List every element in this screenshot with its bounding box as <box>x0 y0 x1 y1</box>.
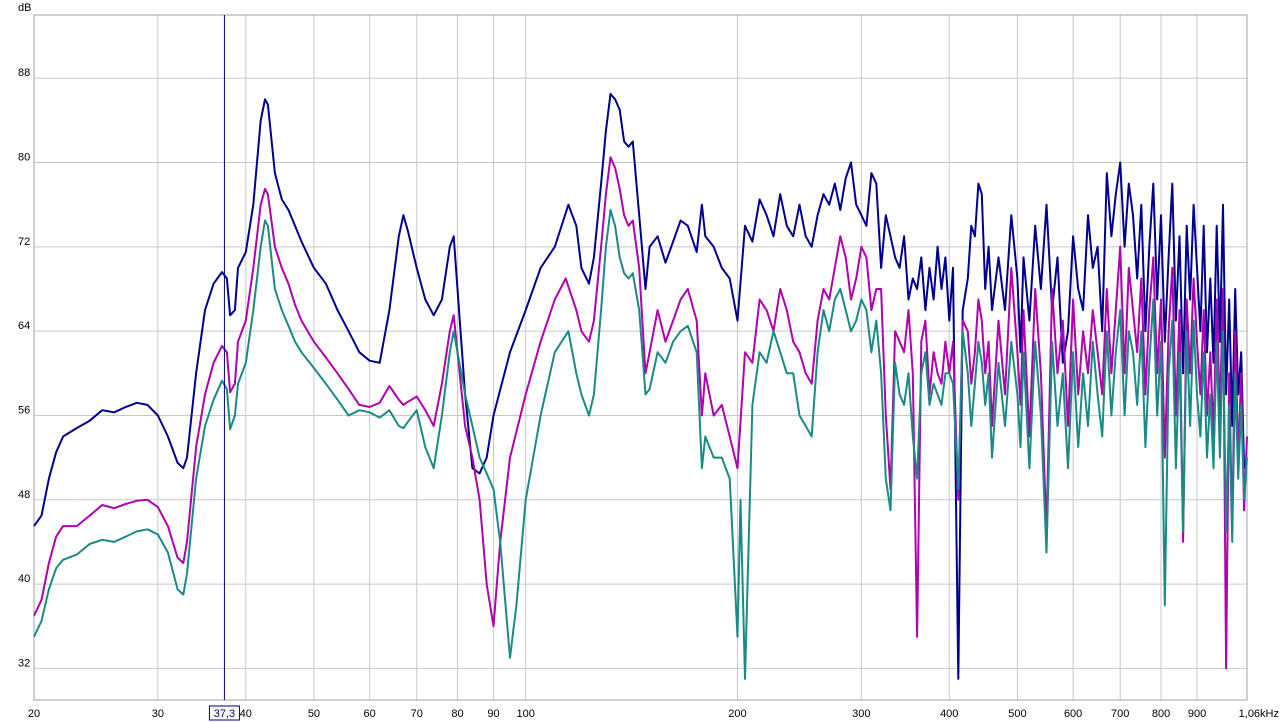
x-tick-labels: 20 30 40 50 60 70 80 90 100 200 300 400 500 600 700 800… <box>28 708 1279 720</box>
series-line-2 <box>33 156 1248 670</box>
y-axis-unit-label: dB <box>18 2 31 14</box>
x-tick-label: 60 <box>364 708 376 720</box>
x-tick-label: 1,06kHz <box>1239 708 1279 720</box>
series-group <box>33 93 1248 680</box>
y-tick-label: 72 <box>18 236 30 248</box>
x-tick-label: 100 <box>517 708 535 720</box>
x-tick-label: 50 <box>308 708 320 720</box>
y-tick-label: 80 <box>18 152 30 164</box>
plot-frame <box>33 14 1248 701</box>
y-tick-label: 88 <box>18 67 30 79</box>
x-tick-label: 600 <box>1064 708 1082 720</box>
y-tick-label: 32 <box>18 657 30 669</box>
x-tick-label: 20 <box>28 708 40 720</box>
x-tick-label: 90 <box>487 708 499 720</box>
series-line-1 <box>33 93 1248 680</box>
x-tick-label: 80 <box>451 708 463 720</box>
cursor-label-box <box>208 705 240 721</box>
series-line-3 <box>33 209 1248 680</box>
x-tick-label: 700 <box>1111 708 1129 720</box>
x-tick-label: 300 <box>852 708 870 720</box>
y-tick-label: 40 <box>18 573 30 585</box>
x-tick-label: 500 <box>1008 708 1026 720</box>
cursor-group[interactable]: 37,3 <box>208 15 240 721</box>
x-tick-label: 400 <box>940 708 958 720</box>
y-tick-labels: 32 40 48 56 64 72 80 88 <box>18 67 30 669</box>
y-tick-label: 48 <box>18 489 30 501</box>
x-tick-label: 30 <box>152 708 164 720</box>
x-tick-label: 70 <box>411 708 423 720</box>
grid <box>33 15 1248 700</box>
cursor-label: 37,3 <box>214 708 235 720</box>
x-tick-label: 900 <box>1188 708 1206 720</box>
x-tick-label: 200 <box>728 708 746 720</box>
x-tick-label: 800 <box>1152 708 1170 720</box>
y-tick-label: 56 <box>18 404 30 416</box>
x-tick-label: 40 <box>240 708 252 720</box>
y-tick-label: 64 <box>18 320 30 332</box>
